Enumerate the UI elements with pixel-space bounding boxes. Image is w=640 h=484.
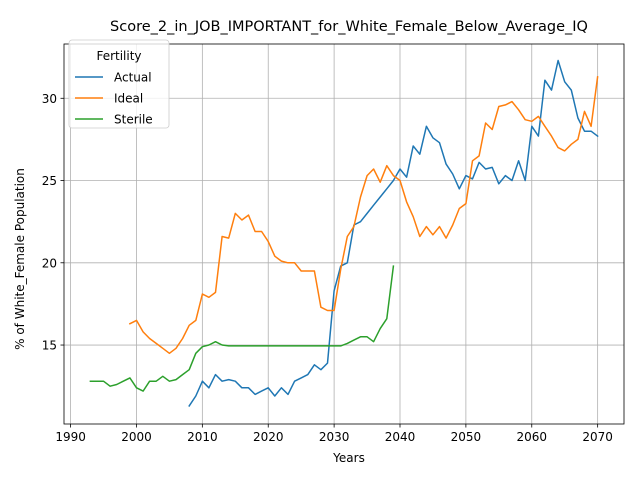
y-tick-label: 25 [42, 174, 57, 188]
legend-title: Fertility [96, 49, 141, 63]
y-tick-label: 15 [42, 339, 57, 353]
x-tick-label: 2000 [121, 430, 152, 444]
legend-label-ideal: Ideal [114, 92, 143, 106]
x-axis-label: Years [332, 451, 365, 465]
x-tick-label: 1990 [55, 430, 86, 444]
x-tick-label: 2040 [385, 430, 416, 444]
x-tick-label: 2060 [516, 430, 547, 444]
legend: Fertility Actual Ideal Sterile [68, 39, 170, 129]
series-line-actual [188, 59, 599, 407]
series-line-ideal [128, 76, 599, 355]
x-tick-label: 2030 [319, 430, 350, 444]
x-tick-label: 2010 [187, 430, 218, 444]
legend-box [68, 39, 170, 129]
y-tick-label: 30 [42, 92, 57, 106]
legend-label-sterile: Sterile [114, 113, 153, 127]
x-tick-label: 2070 [582, 430, 613, 444]
grid [64, 44, 624, 424]
x-tick-label: 2050 [451, 430, 482, 444]
chart-title: Score_2_in_JOB_IMPORTANT_for_White_Femal… [110, 19, 588, 35]
axes: 1990 2000 2010 2020 2030 2040 2050 2060 20701520… [42, 92, 613, 444]
plot-area [63, 43, 625, 425]
x-tick-label: 2020 [253, 430, 284, 444]
y-tick-label: 20 [42, 256, 57, 270]
legend-label-actual: Actual [114, 71, 152, 85]
series-line-sterile [89, 265, 395, 392]
series-lines [89, 59, 599, 407]
y-axis-label: % of White_Female Population [13, 168, 27, 350]
